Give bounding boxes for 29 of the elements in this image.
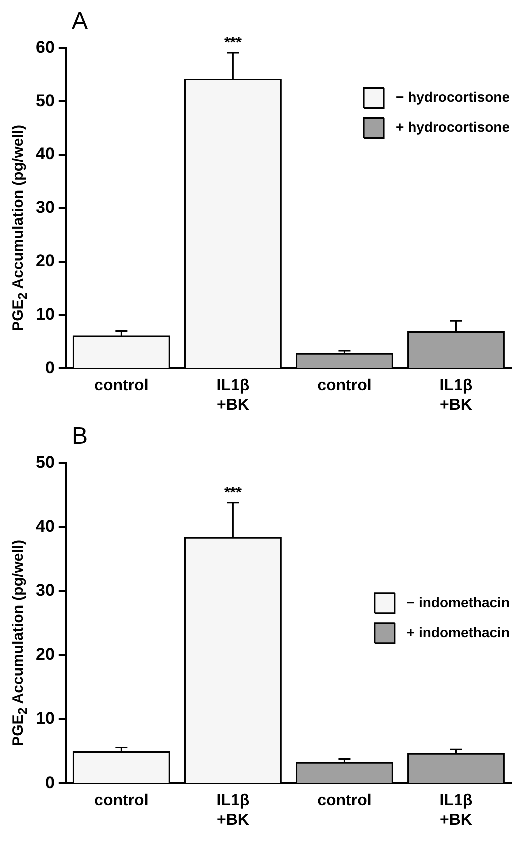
y-tick-label: 0 <box>45 358 55 378</box>
legend-label: − hydrocortisone <box>396 89 510 106</box>
x-tick-label: control <box>94 378 149 395</box>
y-tick-label: 30 <box>36 581 55 600</box>
x-tick-label: control <box>94 792 149 810</box>
legend-label: − indomethacin <box>406 594 510 610</box>
y-tick-label: 10 <box>36 709 55 728</box>
y-tick-label: 40 <box>36 516 55 536</box>
y-tick-label: 20 <box>36 645 55 664</box>
y-tick-label: 30 <box>36 198 55 218</box>
legend-label: + indomethacin <box>406 624 510 640</box>
x-tick-label: IL1β +BK <box>440 792 473 829</box>
y-tick-label: 20 <box>36 251 55 270</box>
x-tick-label: IL1β +BK <box>216 792 250 829</box>
y-tick-label: 40 <box>36 144 55 164</box>
x-tick-label: IL1β +BK <box>216 378 250 414</box>
legend-label: + hydrocortisone <box>396 119 510 136</box>
annotation: *** <box>224 484 242 502</box>
annotation: *** <box>224 34 242 52</box>
x-tick-label: control <box>318 378 372 395</box>
chart-title: B <box>71 423 90 450</box>
y-tick-label: 50 <box>36 91 55 110</box>
y-tick-label: 10 <box>36 304 55 324</box>
y-tick-label: 60 <box>36 38 55 57</box>
x-tick-label: control <box>318 792 372 810</box>
x-tick-label: IL1β +BK <box>440 378 473 414</box>
y-tick-label: 50 <box>36 452 55 472</box>
y-tick-label: 0 <box>45 773 55 792</box>
chart-title: A <box>71 8 90 35</box>
